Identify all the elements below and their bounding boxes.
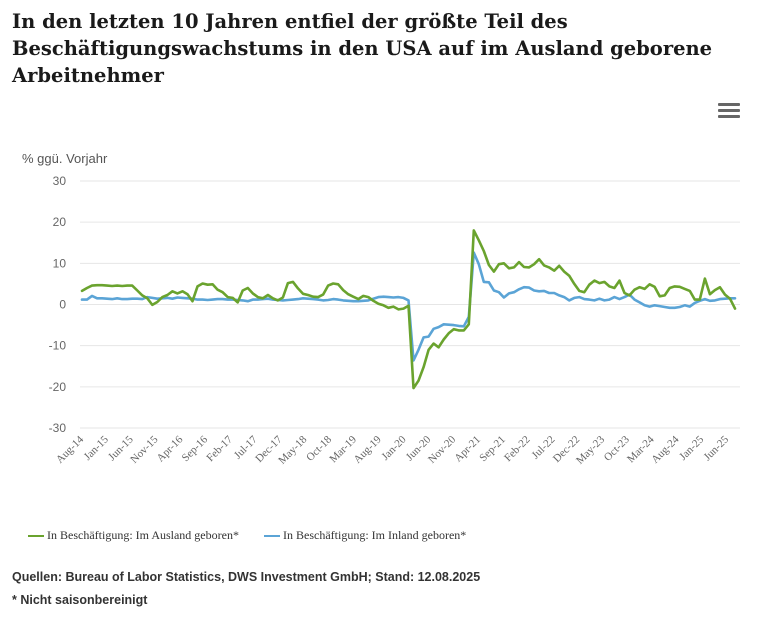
menu-bar [718,103,740,106]
x-tick-label: Apr-21 [452,434,483,465]
x-tick-label: May-23 [574,433,607,466]
x-tick-label: May-18 [276,433,309,466]
x-tick-label: Nov-15 [128,433,161,466]
footnote: * Nicht saisonbereinigt [12,593,148,607]
line-chart: 3020100-10-20-30Aug-14Jan-15Jun-15Nov-15… [49,174,740,467]
menu-bar [718,109,740,112]
x-tick-label: Feb-17 [204,433,235,464]
chart-title: In den letzten 10 Jahren entfiel der grö… [12,10,713,87]
x-tick-label: Jan-20 [379,433,409,463]
y-tick-label: 30 [53,174,67,188]
legend-swatch-native [264,534,280,537]
legend-item-native[interactable]: In Beschäftigung: Im Inland geboren* [264,528,466,543]
y-tick-label: 20 [53,215,67,229]
x-tick-label: Aug-14 [54,433,87,466]
legend-label-foreign: In Beschäftigung: Im Ausland geboren* [47,528,239,542]
hamburger-menu-icon[interactable] [718,103,740,123]
x-tick-label: Jan-25 [677,433,707,463]
legend-item-foreign[interactable]: In Beschäftigung: Im Ausland geboren* [28,528,239,543]
series-line-foreign-born [80,229,737,390]
y-tick-label: 10 [53,256,67,270]
x-tick-label: Sep-21 [477,434,508,465]
x-tick-label: Apr-16 [155,433,186,464]
y-tick-label: 0 [59,298,66,312]
x-tick-label: Jun-25 [701,433,731,463]
y-tick-label: -20 [49,380,67,394]
y-tick-label: -10 [49,339,67,353]
legend-swatch-foreign [28,534,44,537]
source-text: Quellen: Bureau of Labor Statistics, DWS… [12,570,481,584]
y-axis-label: % ggü. Vorjahr [22,151,108,166]
x-tick-label: Sep-16 [180,433,211,464]
x-tick-label: Aug-24 [649,433,682,466]
x-tick-label: Jan-15 [82,433,112,463]
x-tick-label: Feb-22 [502,434,533,465]
legend-label-native: In Beschäftigung: Im Inland geboren* [283,528,467,542]
menu-bar [718,115,740,118]
x-tick-label: Aug-19 [352,433,385,466]
x-tick-label: Nov-20 [426,433,459,466]
y-tick-label: -30 [49,421,67,435]
